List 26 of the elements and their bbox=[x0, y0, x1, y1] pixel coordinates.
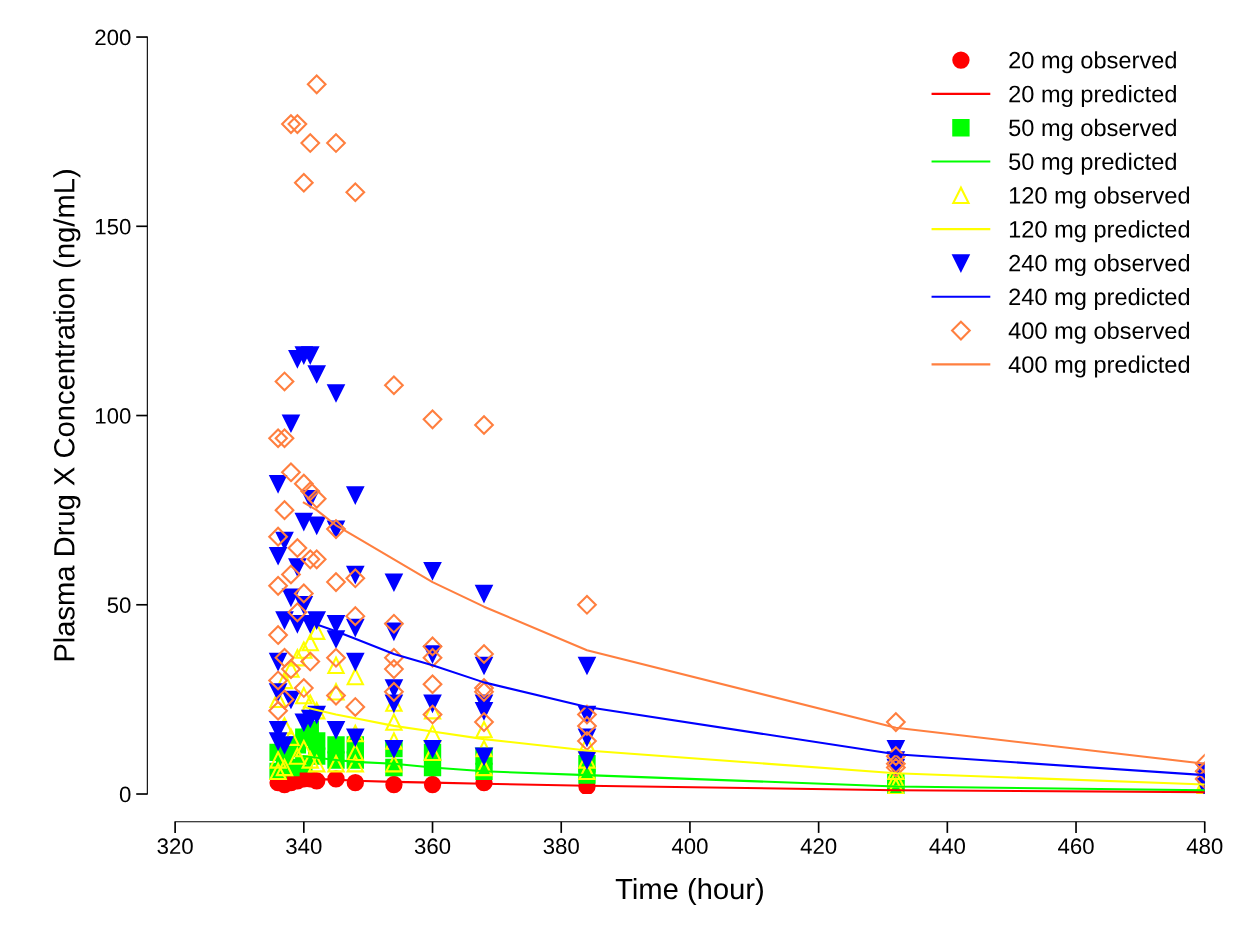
legend-label: 120 mg observed bbox=[1009, 186, 1190, 209]
x-axis-title: Time (hour) bbox=[615, 877, 763, 906]
legend-label: 400 mg observed bbox=[1008, 321, 1190, 344]
y-tick-label: 0 bbox=[119, 786, 131, 803]
x-tick-label: 420 bbox=[800, 838, 837, 855]
legend-label: 400 mg predicted bbox=[1008, 355, 1190, 378]
y-tick-label: 50 bbox=[107, 597, 131, 614]
x-tick-label: 380 bbox=[543, 838, 579, 855]
x-tick-label: 360 bbox=[414, 838, 451, 855]
y-tick-label: 150 bbox=[95, 218, 131, 235]
legend-label: 120 mg predicted bbox=[1009, 220, 1190, 243]
y-tick-label: 100 bbox=[95, 408, 131, 424]
x-tick-label: 400 bbox=[671, 838, 708, 855]
x-tick-label: 440 bbox=[929, 838, 966, 855]
legend-label: 50 mg observed bbox=[1009, 118, 1176, 141]
x-tick-label: 340 bbox=[286, 838, 322, 855]
legend-label: 20 mg predicted bbox=[1009, 85, 1176, 108]
x-tick-label: 320 bbox=[157, 838, 193, 855]
y-axis-title: Plasma Drug X Concentration (ng/mL) bbox=[53, 170, 81, 661]
x-tick-label: 480 bbox=[1186, 838, 1223, 855]
legend-label: 20 mg observed bbox=[1009, 51, 1176, 74]
legend-label: 50 mg predicted bbox=[1009, 152, 1176, 175]
x-tick-label: 460 bbox=[1058, 838, 1094, 855]
legend-label: 240 mg observed bbox=[1009, 254, 1190, 277]
legend-label: 240 mg predicted bbox=[1009, 287, 1190, 310]
y-tick-label: 200 bbox=[95, 29, 131, 46]
